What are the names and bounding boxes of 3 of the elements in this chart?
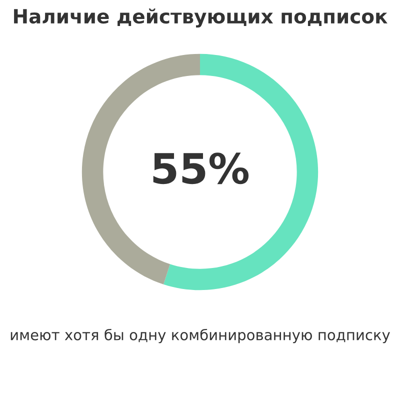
text: имеют хотя бы одну комбинированную подписку xyxy=(10,328,390,344)
data-label: 55% xyxy=(153,152,249,184)
chart-title: Наличие действующих подписок xyxy=(14,8,388,28)
